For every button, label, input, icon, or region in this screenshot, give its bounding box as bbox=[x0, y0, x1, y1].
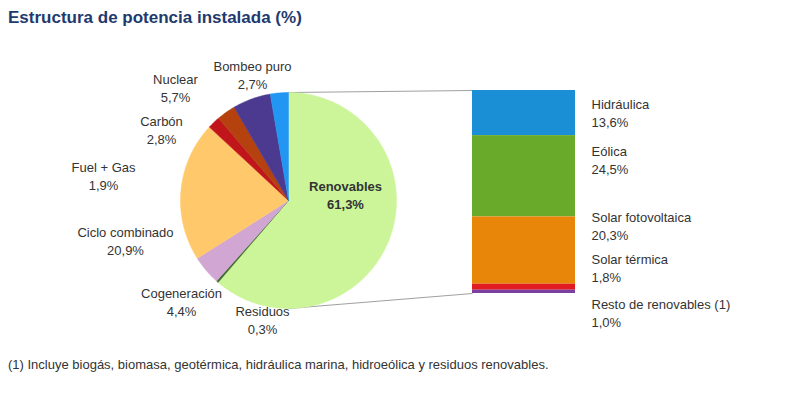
svg-text:Solar térmica1,8%: Solar térmica1,8% bbox=[592, 252, 669, 285]
svg-text:Eólica24,5%: Eólica24,5% bbox=[592, 144, 629, 177]
svg-text:Cogeneración4,4%: Cogeneración4,4% bbox=[141, 286, 222, 319]
svg-text:Solar fotovoltaica20,3%: Solar fotovoltaica20,3% bbox=[592, 210, 692, 243]
svg-text:Resto de renovables (1)1,0%: Resto de renovables (1)1,0% bbox=[592, 297, 731, 330]
svg-text:Renovables61,3%: Renovables61,3% bbox=[309, 179, 382, 212]
html-text:Estructura de potencia instala: Estructura de potencia instalada (%) bbox=[8, 8, 302, 27]
svg-text:Carbón2,8%: Carbón2,8% bbox=[140, 114, 183, 147]
svg-text:Bombeo puro2,7%: Bombeo puro2,7% bbox=[213, 59, 291, 92]
svg-text:Residuos0,3%: Residuos0,3% bbox=[235, 304, 290, 337]
svg-text:Fuel + Gas1,9%: Fuel + Gas1,9% bbox=[72, 160, 136, 193]
html-text:(1) Incluye biogás, biomasa, g: (1) Incluye biogás, biomasa, geotérmica,… bbox=[8, 357, 549, 372]
svg-text:Nuclear5,7%: Nuclear5,7% bbox=[153, 72, 198, 105]
svg-text:Ciclo combinado20,9%: Ciclo combinado20,9% bbox=[77, 225, 173, 258]
svg-text:Hidráulica13,6%: Hidráulica13,6% bbox=[592, 97, 651, 130]
